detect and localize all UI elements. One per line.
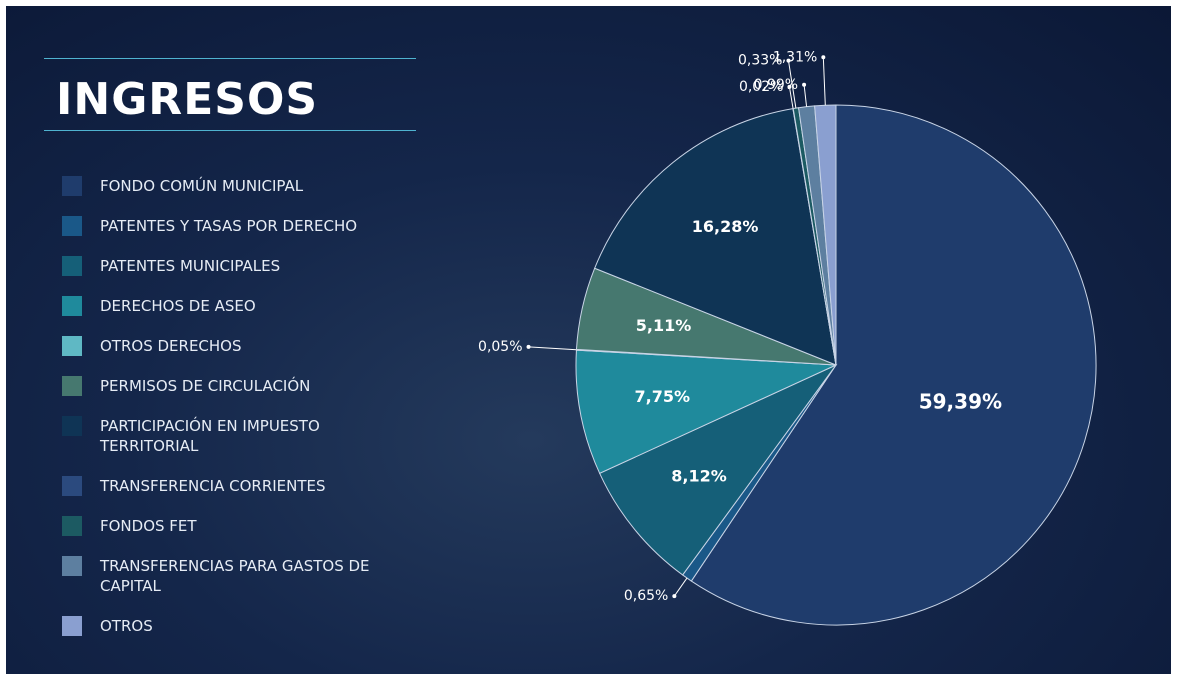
leader-dot bbox=[672, 594, 677, 599]
legend-label: TRANSFERENCIAS PARA GASTOS DE CAPITAL bbox=[100, 557, 370, 595]
data-label: 0,33% bbox=[738, 53, 782, 69]
legend-swatch bbox=[62, 336, 82, 356]
data-label: 0,02% bbox=[739, 79, 783, 95]
data-label: 8,12% bbox=[671, 466, 727, 485]
slide: INGRESOS FONDO COMÚN MUNICIPAL PATENTES Y… bbox=[6, 6, 1171, 674]
leader-dot bbox=[802, 82, 807, 87]
data-label: 7,75% bbox=[635, 387, 691, 406]
leader-line bbox=[787, 60, 797, 109]
legend-item: PERMISOS DE CIRCULACIÓN bbox=[62, 376, 402, 396]
legend-label: PARTICIPACIÓN EN IMPUESTO TERRITORIAL bbox=[100, 417, 320, 455]
legend-swatch bbox=[62, 516, 82, 536]
legend-swatch bbox=[62, 296, 82, 316]
legend-swatch bbox=[62, 376, 82, 396]
data-label: 16,28% bbox=[692, 217, 759, 236]
pie-slice bbox=[598, 363, 838, 576]
leader-line bbox=[528, 346, 577, 351]
legend-item: FONDO COMÚN MUNICIPAL bbox=[62, 176, 402, 196]
title-line bbox=[44, 130, 416, 131]
legend-swatch bbox=[62, 616, 82, 636]
legend-item: PATENTES MUNICIPALES bbox=[62, 256, 402, 276]
legend-label: TRANSFERENCIA CORRIENTES bbox=[100, 477, 326, 495]
legend-swatch bbox=[62, 256, 82, 276]
leader-dot bbox=[786, 58, 791, 63]
pie-slice bbox=[594, 108, 837, 366]
leader-line bbox=[822, 57, 826, 106]
legend-swatch bbox=[62, 476, 82, 496]
legend-item: PATENTES Y TASAS POR DERECHO bbox=[62, 216, 402, 236]
leader-line bbox=[788, 86, 794, 109]
legend-item: TRANSFERENCIAS PARA GASTOS DE CAPITAL bbox=[62, 556, 402, 596]
chart-title: INGRESOS bbox=[56, 74, 319, 125]
leader-line bbox=[803, 84, 808, 107]
legend-item: OTROS bbox=[62, 616, 402, 636]
leader-dot bbox=[526, 344, 531, 349]
pie-slice bbox=[690, 104, 1097, 626]
data-label: 5,11% bbox=[636, 316, 692, 335]
legend-item: FONDOS FET bbox=[62, 516, 402, 536]
legend-label: PATENTES MUNICIPALES bbox=[100, 257, 281, 275]
data-label: 1,31% bbox=[773, 49, 817, 65]
legend-swatch bbox=[62, 216, 82, 236]
legend-swatch bbox=[62, 416, 82, 436]
legend-label: OTROS DERECHOS bbox=[100, 337, 242, 355]
legend-item: PARTICIPACIÓN EN IMPUESTO TERRITORIAL bbox=[62, 416, 402, 456]
legend-label: FONDO COMÚN MUNICIPAL bbox=[100, 177, 304, 195]
leader-dot bbox=[787, 84, 792, 89]
legend-item: DERECHOS DE ASEO bbox=[62, 296, 402, 316]
legend-swatch bbox=[62, 556, 82, 576]
legend-label: DERECHOS DE ASEO bbox=[100, 297, 256, 315]
data-label: 0,65% bbox=[624, 588, 668, 604]
data-label: 59,39% bbox=[919, 389, 1002, 413]
legend-item: TRANSFERENCIA CORRIENTES bbox=[62, 476, 402, 496]
legend-label: OTROS bbox=[100, 617, 153, 635]
chart: 59,39% 0,65% 8,12% 7,75% 0,05% 5,11% 16,28% 0,0… bbox=[478, 49, 1097, 626]
title-line bbox=[44, 58, 416, 59]
pie-slice bbox=[575, 349, 837, 474]
legend-label: PATENTES Y TASAS POR DERECHO bbox=[100, 217, 358, 235]
legend-item: OTROS DERECHOS bbox=[62, 336, 402, 356]
legend-label: FONDOS FET bbox=[100, 517, 197, 535]
data-label: 0,05% bbox=[478, 339, 522, 355]
leader-dot bbox=[821, 55, 826, 60]
legend-label: PERMISOS DE CIRCULACIÓN bbox=[100, 377, 311, 395]
data-label: 0,99% bbox=[754, 77, 798, 93]
legend: FONDO COMÚN MUNICIPAL PATENTES Y TASAS PO… bbox=[62, 176, 402, 656]
leader-line bbox=[673, 577, 688, 597]
legend-swatch bbox=[62, 176, 82, 196]
